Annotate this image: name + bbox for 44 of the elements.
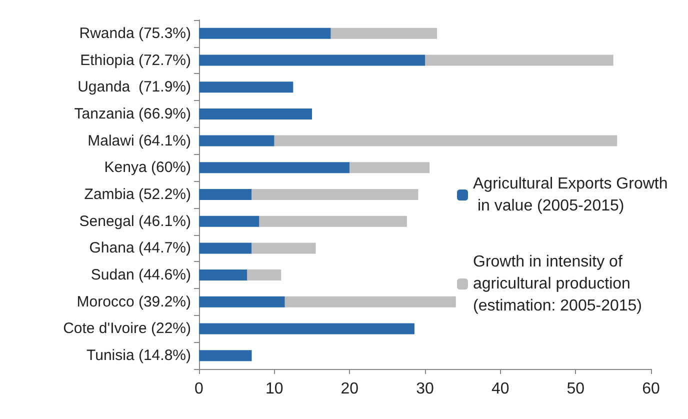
bar — [199, 28, 331, 39]
y-tick-label: Ethiopia (72.7%) — [80, 52, 191, 69]
bar — [199, 350, 252, 362]
bar — [199, 189, 252, 200]
y-tick-label: Ghana (44.7%) — [89, 240, 191, 257]
x-tick-label: 0 — [194, 380, 204, 398]
x-tick-label: 60 — [642, 380, 660, 398]
bar — [199, 242, 252, 254]
y-tick-label: Cote d'Ivoire (22%) — [63, 320, 191, 338]
y-tick-label: Kenya (60%) — [104, 159, 191, 176]
legend-label: Growth in intensity of agricultural production (estimation: 2005-2015) — [473, 254, 642, 314]
y-tick-label: Senegal (46.1%) — [79, 212, 191, 230]
legend-label: Agricultural Exports Growth in value (2005-2015) — [473, 176, 668, 214]
y-tick-label: Zambia (52.2%) — [84, 186, 191, 203]
bar — [199, 82, 294, 93]
bar — [252, 189, 418, 200]
bar — [199, 270, 248, 281]
bar — [199, 162, 350, 174]
y-tick-label: Morocco (39.2%) — [76, 293, 191, 310]
bar — [274, 135, 618, 146]
y-tick-label: Tunisia (14.8%) — [86, 347, 191, 364]
bar — [199, 216, 260, 227]
bar — [252, 242, 316, 254]
y-tick-label: Uganda (71.9%) — [78, 78, 191, 96]
bar — [350, 162, 430, 174]
bar — [330, 28, 438, 39]
x-tick-label: 40 — [491, 380, 510, 398]
x-tick-label: 20 — [340, 380, 359, 398]
y-tick-label: Sudan (44.6%) — [90, 266, 191, 284]
x-tick-label: 50 — [566, 380, 585, 398]
bar — [259, 216, 407, 227]
x-tick-label: 30 — [416, 380, 434, 398]
bar — [425, 54, 614, 66]
y-tick-label: Tanzania (66.9%) — [74, 105, 192, 122]
bar — [199, 108, 312, 120]
x-tick-label: 10 — [265, 380, 284, 398]
bar — [199, 54, 425, 66]
bar — [199, 135, 274, 146]
bar — [199, 296, 285, 308]
y-tick-label: Rwanda (75.3%) — [79, 24, 191, 42]
bar — [199, 323, 414, 334]
y-tick-label: Malawi (64.1%) — [88, 132, 191, 150]
bar — [284, 296, 456, 308]
bar — [247, 270, 282, 281]
